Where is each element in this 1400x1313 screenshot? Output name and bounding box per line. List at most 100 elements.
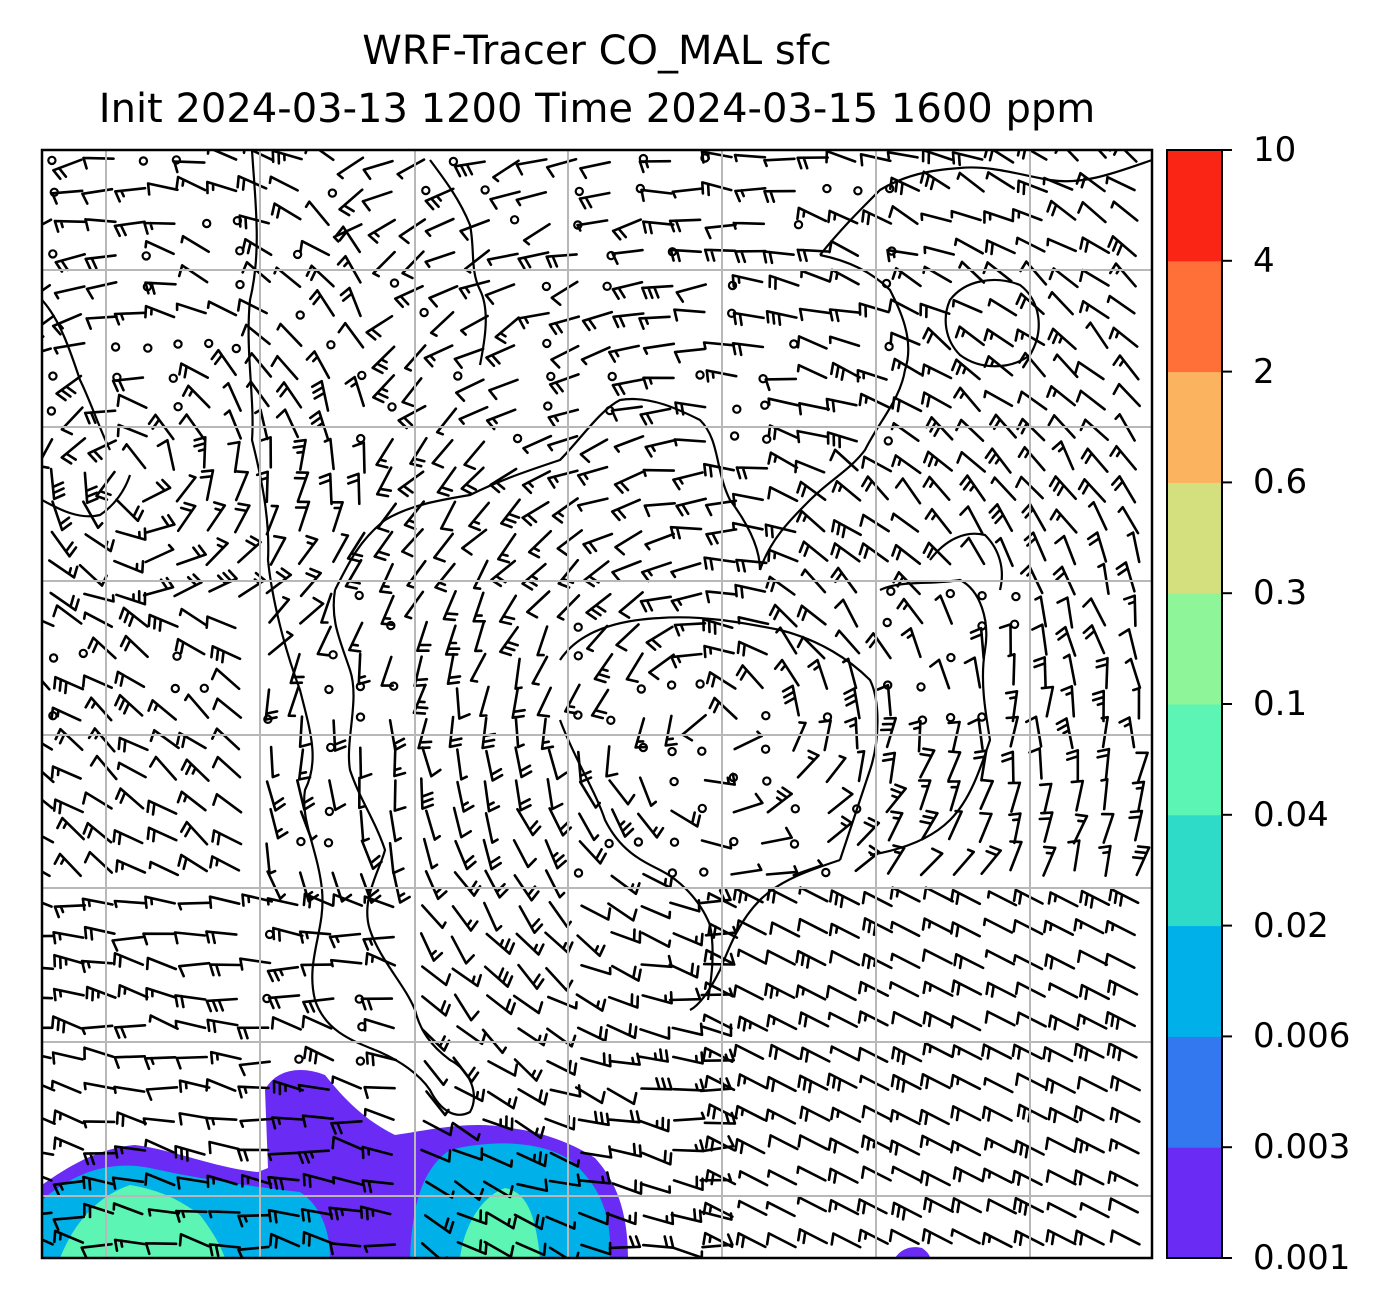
wind-barb [468,501,490,532]
calm-wind-circle [171,155,182,165]
wind-barb [270,202,302,221]
wind-barb [984,239,1016,256]
wind-barb [861,953,893,970]
wind-barb [704,223,737,240]
wind-barb [144,240,175,256]
wind-barb [156,439,176,471]
wind-barb [766,1014,798,1031]
wind-barb [768,1043,800,1061]
calm-wind-circle [945,712,956,723]
wind-barb [985,171,1015,190]
wind-barb [265,780,286,812]
wind-barb [536,686,552,718]
wind-barb [267,630,294,656]
wind-barb [1048,1014,1079,1031]
calm-wind-circle [480,185,490,195]
wind-barb [55,374,83,402]
wind-barb [488,378,519,401]
wind-barb [1109,1106,1141,1123]
wind-barb [636,1048,669,1063]
calm-wind-circle [729,836,739,847]
wind-barb [1016,1103,1048,1123]
wind-barb [318,472,333,506]
wind-barb [176,544,207,566]
wind-barb [361,190,393,212]
wind-barb [453,347,485,369]
wind-barb [858,392,890,409]
wind-barb [178,607,209,627]
wind-barb [82,611,114,628]
wind-barb [834,598,859,628]
map-background [42,150,1152,1258]
wind-barb [702,618,734,635]
wind-barb [1076,1013,1108,1030]
wind-barb [302,1172,335,1189]
wind-barb [113,311,147,326]
wind-barb [703,556,736,571]
calm-wind-circle [882,617,892,628]
wind-barb [732,984,764,1001]
wind-barb [732,887,764,904]
wind-barb [956,451,986,473]
wind-barb [734,249,767,264]
wind-barb [982,261,1013,283]
wind-barb [672,1139,705,1153]
wind-barb [336,156,365,180]
wind-barb [489,190,521,210]
wind-barb [1112,382,1141,408]
wind-barb [861,1104,893,1122]
calm-wind-circle [574,186,585,197]
wind-barb [1045,1169,1077,1186]
wind-barb [113,899,147,909]
calm-wind-circle [323,838,334,848]
calm-wind-circle [821,867,831,878]
wind-barb [42,1116,56,1125]
wind-barb [768,603,798,628]
wind-barb [417,717,433,750]
wind-barb [300,1208,333,1223]
colorbar-tick-label: 10 [1253,130,1297,170]
wind-barb [451,967,482,988]
wind-barb [960,536,986,566]
wind-barb [950,888,982,906]
wind-barb [393,744,407,778]
wind-barb [586,624,609,653]
calm-wind-circle [47,155,57,166]
wind-barb [517,1087,549,1106]
wind-barb [328,1206,361,1221]
wind-barb [363,1018,395,1032]
wind-barb [1055,625,1077,657]
wind-barb [951,1044,983,1061]
wind-barb [115,859,147,874]
calm-wind-circle [354,590,364,601]
wind-barb [1106,294,1136,315]
wind-barb [205,1078,237,1092]
colorbar-tick-label: 0.001 [1253,1238,1351,1278]
calm-wind-circle [355,681,366,692]
wind-barb [474,620,486,653]
wind-barb [456,780,475,813]
wind-barb [53,1229,85,1244]
wind-barb [424,870,448,901]
wind-barb [827,1167,859,1184]
wind-barb [673,308,706,322]
wind-barb [210,645,242,664]
wind-barb [797,1228,828,1245]
wind-barb [483,780,501,813]
wind-barb [765,1108,797,1125]
wind-barb [492,159,520,183]
wind-barb [673,438,707,447]
wind-barb [361,1179,394,1194]
wind-barb [429,311,455,337]
wind-barb [148,860,180,877]
wind-barb [1001,750,1015,784]
wind-barb [1118,628,1138,660]
wind-barb [144,304,176,319]
wind-barb [891,1010,923,1028]
wind-barb [673,1111,706,1122]
wind-barb [498,594,518,626]
wind-barb [639,1026,671,1040]
wind-barb [53,1136,85,1151]
wind-barb [1072,813,1089,845]
calm-wind-circle [761,711,771,721]
